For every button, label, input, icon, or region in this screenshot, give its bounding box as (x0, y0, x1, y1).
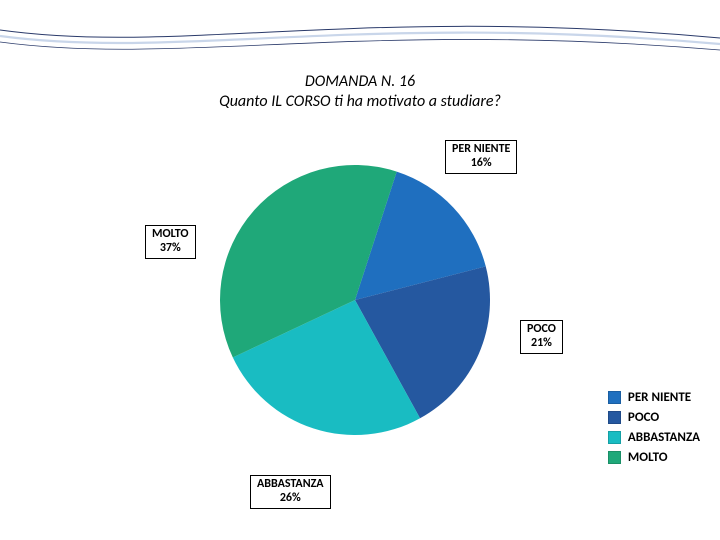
title-line-1: DOMANDA N. 16 (0, 72, 720, 92)
legend-swatch (608, 391, 621, 404)
legend-label: POCO (628, 410, 659, 425)
legend-swatch (608, 451, 621, 464)
callout-abbastanza: ABBASTANZA 26% (250, 475, 331, 509)
title-line-2: Quanto IL CORSO ti ha motivato a studiar… (0, 92, 720, 112)
legend-swatch (608, 411, 621, 424)
legend-item: ABBASTANZA (608, 430, 700, 445)
callout-percent: 16% (452, 157, 510, 171)
legend-item: MOLTO (608, 450, 700, 465)
legend: PER NIENTE POCO ABBASTANZA MOLTO (608, 385, 700, 470)
legend-item: PER NIENTE (608, 390, 700, 405)
pie-chart (220, 165, 490, 435)
callout-per-niente: PER NIENTE 16% (445, 140, 517, 174)
callout-poco: POCO 21% (520, 320, 563, 354)
legend-label: MOLTO (628, 450, 668, 465)
callout-percent: 21% (527, 337, 556, 351)
callout-label: PER NIENTE (452, 143, 510, 157)
legend-label: ABBASTANZA (628, 430, 700, 445)
callout-label: ABBASTANZA (257, 478, 324, 492)
callout-molto: MOLTO 37% (145, 225, 196, 259)
chart-area: PER NIENTE 16% MOLTO 37% POCO 21% ABBAST… (0, 135, 720, 535)
legend-swatch (608, 431, 621, 444)
callout-label: POCO (527, 323, 556, 337)
callout-percent: 26% (257, 492, 324, 506)
legend-item: POCO (608, 410, 700, 425)
decorative-wave (0, 0, 720, 60)
callout-percent: 37% (152, 242, 189, 256)
legend-label: PER NIENTE (628, 390, 691, 405)
chart-title: DOMANDA N. 16 Quanto IL CORSO ti ha moti… (0, 72, 720, 112)
callout-label: MOLTO (152, 228, 189, 242)
